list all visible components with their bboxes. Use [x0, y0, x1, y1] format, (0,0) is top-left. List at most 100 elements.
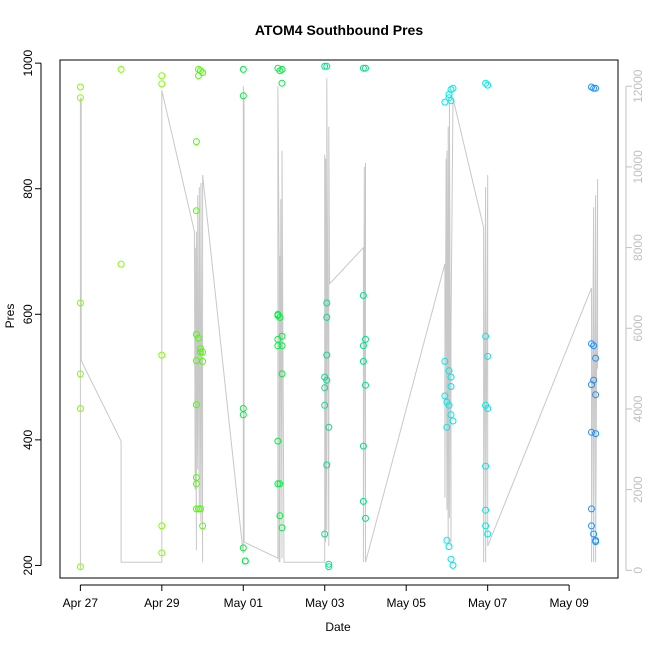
data-point — [588, 428, 595, 436]
data-point — [192, 480, 200, 488]
data-point — [197, 505, 204, 513]
data-point — [278, 342, 286, 350]
data-point — [117, 65, 125, 73]
data-point — [274, 437, 282, 445]
data-point — [482, 332, 490, 340]
data-point — [482, 506, 490, 514]
data-point — [192, 401, 200, 409]
data-point — [325, 560, 333, 568]
data-point — [482, 462, 490, 470]
x-tick-label: May 01 — [224, 596, 264, 610]
data-point — [445, 367, 453, 375]
data-point — [321, 384, 329, 392]
x-axis-label: Date — [325, 620, 351, 634]
data-point — [321, 401, 329, 409]
data-point — [239, 65, 247, 73]
data-point — [484, 81, 492, 89]
data-point — [482, 79, 490, 87]
data-point — [588, 381, 595, 389]
data-point — [362, 514, 369, 522]
data-point — [321, 530, 329, 538]
data-point — [239, 92, 247, 100]
data-point — [325, 423, 333, 431]
data-point — [590, 376, 598, 384]
data-point — [158, 351, 166, 359]
data-point — [199, 522, 207, 530]
data-point — [590, 84, 598, 92]
data-point — [323, 62, 331, 70]
data-point — [590, 530, 598, 538]
plot-frame — [59, 59, 619, 579]
data-point — [241, 557, 249, 565]
data-point — [323, 313, 331, 321]
data-point — [76, 370, 84, 378]
data-point — [276, 512, 284, 520]
data-point — [359, 442, 367, 450]
x-tick-label: May 05 — [387, 596, 427, 610]
data-point — [447, 411, 455, 419]
data-point — [278, 79, 286, 87]
data-point — [447, 383, 455, 390]
data-point — [76, 94, 84, 102]
data-point — [323, 376, 331, 384]
data-point — [445, 401, 453, 409]
data-point — [592, 354, 600, 362]
data-point — [274, 342, 282, 350]
data-point — [117, 260, 125, 268]
data-point — [592, 391, 600, 399]
data-point — [359, 292, 367, 299]
y-tick-label: 400 — [21, 430, 35, 450]
data-point — [323, 351, 331, 359]
y2-tick-label: 10000 — [631, 150, 645, 184]
data-point — [449, 561, 457, 569]
data-point — [445, 543, 453, 551]
data-point — [359, 357, 367, 365]
data-point — [195, 334, 202, 342]
data-point — [588, 340, 595, 348]
data-point — [274, 480, 282, 488]
y2-tick-label: 4000 — [631, 395, 645, 422]
x-tick-label: May 03 — [305, 596, 345, 610]
x-tick-label: May 07 — [468, 596, 508, 610]
data-point — [199, 348, 207, 356]
data-point — [278, 370, 286, 378]
data-point — [362, 335, 369, 343]
data-point — [239, 544, 247, 552]
data-point — [359, 342, 367, 350]
y-tick-label: 1000 — [21, 49, 35, 76]
data-point — [197, 67, 204, 75]
y-tick-label: 800 — [21, 178, 35, 198]
data-point — [192, 207, 200, 215]
y2-tick-label: 0 — [631, 567, 645, 574]
data-point — [199, 357, 207, 365]
data-point — [362, 64, 369, 72]
data-point — [192, 330, 200, 338]
data-point — [588, 505, 595, 513]
data-point — [484, 530, 492, 538]
data-point — [484, 405, 492, 412]
data-point — [278, 524, 286, 532]
data-point — [197, 348, 204, 356]
data-point — [76, 83, 84, 91]
data-point — [321, 62, 329, 70]
data-point — [158, 80, 166, 88]
data-point — [278, 332, 286, 340]
y2-tick-label: 6000 — [631, 315, 645, 342]
data-point — [158, 522, 166, 530]
data-point — [443, 536, 451, 544]
data-point — [592, 430, 600, 438]
data-point — [359, 64, 367, 72]
chart-title: ATOM4 Southbound Pres — [255, 22, 423, 38]
y-tick-label: 200 — [21, 555, 35, 575]
x-tick-label: Apr 29 — [144, 596, 180, 610]
data-point — [323, 461, 331, 469]
secondary-series-line — [79, 78, 599, 571]
data-point — [76, 405, 84, 412]
data-point — [482, 522, 490, 530]
data-point — [158, 72, 166, 80]
data-point — [592, 538, 600, 546]
data-point — [359, 497, 367, 505]
y2-tick-label: 12000 — [631, 69, 645, 103]
plot-area: Apr 27 Apr 29 May 01 May 03 May 05 May 07 May … — [21, 49, 645, 610]
